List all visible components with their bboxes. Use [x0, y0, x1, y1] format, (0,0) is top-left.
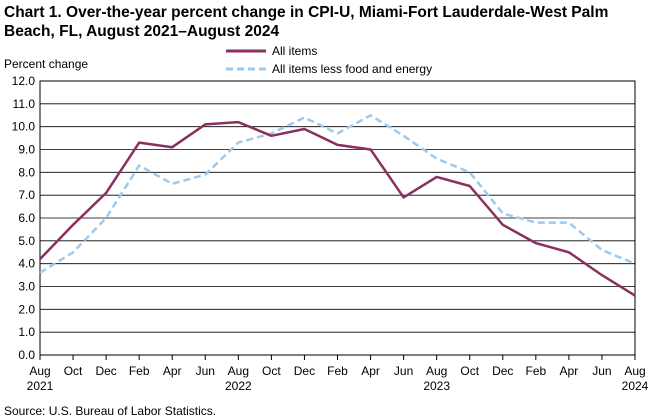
x-tick-label: Dec [492, 364, 513, 378]
x-tick-label: Aug [29, 364, 50, 378]
y-axis-title: Percent change [4, 57, 88, 71]
series-lines [39, 114, 636, 297]
x-year-label: 2021 [27, 379, 54, 393]
chart-title-line2: Beach, FL, August 2021–August 2024 [4, 23, 279, 40]
legend: All items All items less food and energy [226, 44, 432, 76]
x-year-label: 2024 [622, 379, 649, 393]
x-tick-label: Apr [163, 364, 182, 378]
x-tick-label: Apr [361, 364, 380, 378]
x-tick-label: Aug [624, 364, 645, 378]
y-tick-label: 6.0 [18, 211, 35, 225]
x-year-labels: 2021 2022 2023 2024 [27, 379, 649, 393]
gridlines [40, 80, 635, 356]
x-tick-label: Aug [228, 364, 249, 378]
series-line-core [39, 114, 636, 274]
x-tick-label: Oct [460, 364, 479, 378]
x-year-label: 2023 [423, 379, 450, 393]
y-tick-label: 5.0 [18, 234, 35, 248]
x-tick-label: Feb [525, 364, 546, 378]
y-tick-label: 8.0 [18, 165, 35, 179]
x-tick-label: Dec [294, 364, 315, 378]
y-tick-label: 3.0 [18, 280, 35, 294]
x-tick-label: Aug [426, 364, 447, 378]
x-tick-label: Apr [560, 364, 579, 378]
y-tick-labels: 0.0 1.0 2.0 3.0 4.0 5.0 6.0 7.0 8.0 9.0 10.0 11.0 12… [12, 74, 36, 362]
chart-title-line1: Chart 1. Over-the-year percent change in… [4, 4, 608, 21]
source-note: Source: U.S. Bureau of Labor Statistics. [4, 404, 216, 418]
y-tick-label: 9.0 [18, 143, 35, 157]
x-tick-label: Feb [327, 364, 348, 378]
x-tick-labels: Aug Oct Dec Feb Apr Jun Aug Oct Dec Feb Apr Jun Aug O… [29, 355, 646, 378]
y-tick-label: 2.0 [18, 302, 35, 316]
x-tick-label: Jun [196, 364, 215, 378]
y-tick-label: 11.0 [13, 97, 36, 111]
y-tick-label: 12.0 [12, 74, 36, 88]
x-tick-label: Jun [394, 364, 413, 378]
y-tick-label: 7.0 [18, 188, 35, 202]
y-tick-label: 4.0 [18, 257, 35, 271]
x-tick-label: Oct [64, 364, 83, 378]
x-tick-label: Dec [95, 364, 116, 378]
x-tick-label: Feb [129, 364, 150, 378]
series-line-all-items [39, 120, 636, 297]
y-tick-label: 10.0 [12, 120, 36, 134]
y-tick-label: 0.0 [18, 348, 35, 362]
legend-label-core: All items less food and energy [272, 62, 432, 76]
x-year-label: 2022 [225, 379, 252, 393]
y-tick-label: 1.0 [18, 325, 35, 339]
x-tick-label: Jun [592, 364, 611, 378]
x-tick-label: Oct [262, 364, 281, 378]
legend-label-all-items: All items [272, 44, 317, 58]
plot-frame [39, 80, 636, 356]
